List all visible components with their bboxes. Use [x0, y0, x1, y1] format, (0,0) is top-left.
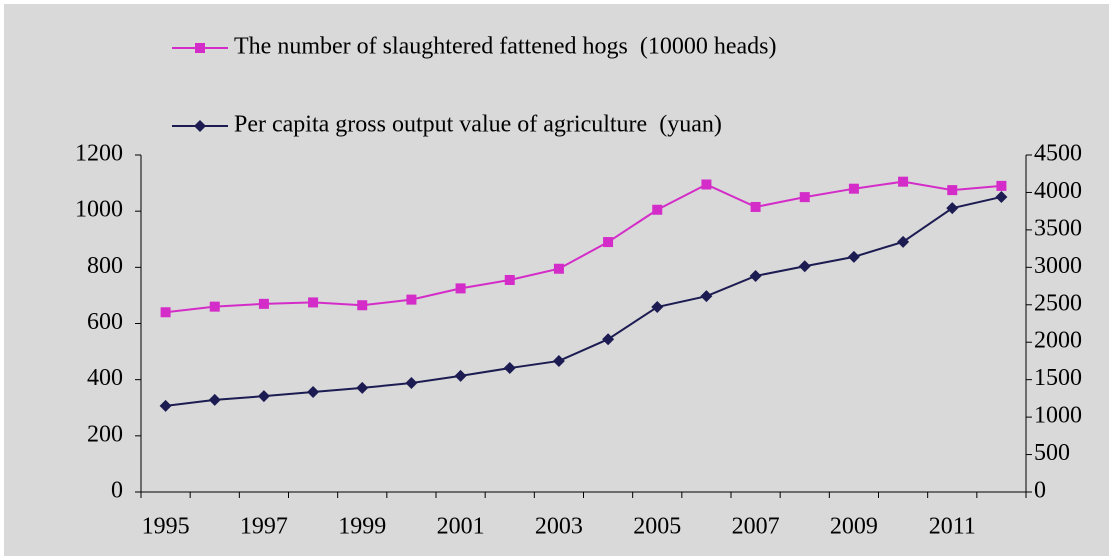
- marker: [798, 260, 811, 273]
- marker: [357, 300, 368, 311]
- legend-label: Per capita gross output value of agricul…: [234, 112, 722, 138]
- marker: [897, 235, 910, 248]
- marker: [995, 190, 1008, 203]
- marker: [947, 185, 958, 196]
- y2-tick-label: 3000: [1034, 253, 1082, 279]
- marker: [159, 399, 172, 412]
- marker: [898, 176, 909, 187]
- marker: [258, 298, 269, 309]
- y-tick-label: 200: [87, 421, 123, 447]
- legend-marker: [195, 43, 205, 53]
- y2-tick-label: 4500: [1034, 141, 1082, 167]
- marker: [405, 377, 418, 390]
- chart-background: [4, 4, 1109, 556]
- x-tick-label: 2003: [535, 514, 583, 540]
- y2-tick-label: 1500: [1034, 365, 1082, 391]
- x-tick-label: 1995: [142, 514, 190, 540]
- marker: [356, 381, 369, 394]
- x-tick-label: 1999: [338, 514, 386, 540]
- y-tick-label: 1200: [75, 141, 123, 167]
- series-line: [165, 195, 1002, 407]
- y2-tick-label: 2000: [1034, 328, 1082, 354]
- x-tick-label: 2007: [732, 514, 780, 540]
- marker: [553, 263, 564, 274]
- marker: [307, 386, 320, 399]
- y-tick-label: 1000: [75, 197, 123, 223]
- x-tick-label: 2005: [633, 514, 681, 540]
- y2-tick-label: 1000: [1034, 403, 1082, 429]
- marker: [257, 390, 270, 403]
- marker: [504, 274, 515, 285]
- marker: [602, 333, 615, 346]
- x-tick-label: 2011: [929, 514, 976, 540]
- y2-tick-label: 500: [1034, 440, 1070, 466]
- y-tick-label: 0: [111, 478, 123, 504]
- y-tick-label: 600: [87, 309, 123, 335]
- marker: [503, 362, 516, 375]
- marker: [996, 180, 1007, 191]
- marker: [208, 393, 221, 406]
- marker: [603, 237, 614, 248]
- y-tick-label: 400: [87, 365, 123, 391]
- marker: [701, 179, 712, 190]
- x-tick-label: 2001: [437, 514, 485, 540]
- marker: [209, 301, 220, 312]
- legend-marker: [194, 120, 206, 132]
- y2-tick-label: 4000: [1034, 178, 1082, 204]
- x-tick-label: 1997: [240, 514, 288, 540]
- marker: [406, 294, 417, 305]
- y2-tick-label: 3500: [1034, 215, 1082, 241]
- marker: [848, 183, 859, 194]
- marker: [847, 250, 860, 263]
- y2-tick-label: 2500: [1034, 290, 1082, 316]
- y2-tick-label: 0: [1034, 478, 1046, 504]
- legend-label: The number of slaughtered fattened hogs …: [234, 34, 777, 60]
- x-tick-label: 2009: [830, 514, 878, 540]
- marker: [454, 369, 467, 382]
- marker: [651, 301, 664, 314]
- marker: [749, 269, 762, 282]
- marker: [700, 290, 713, 303]
- marker: [308, 297, 319, 308]
- marker: [552, 354, 565, 367]
- marker: [799, 192, 810, 203]
- marker: [750, 201, 761, 212]
- marker: [455, 283, 466, 294]
- series-line: [165, 180, 1002, 314]
- marker: [160, 307, 171, 318]
- y-tick-label: 800: [87, 253, 123, 279]
- marker: [946, 202, 959, 215]
- marker: [652, 204, 663, 215]
